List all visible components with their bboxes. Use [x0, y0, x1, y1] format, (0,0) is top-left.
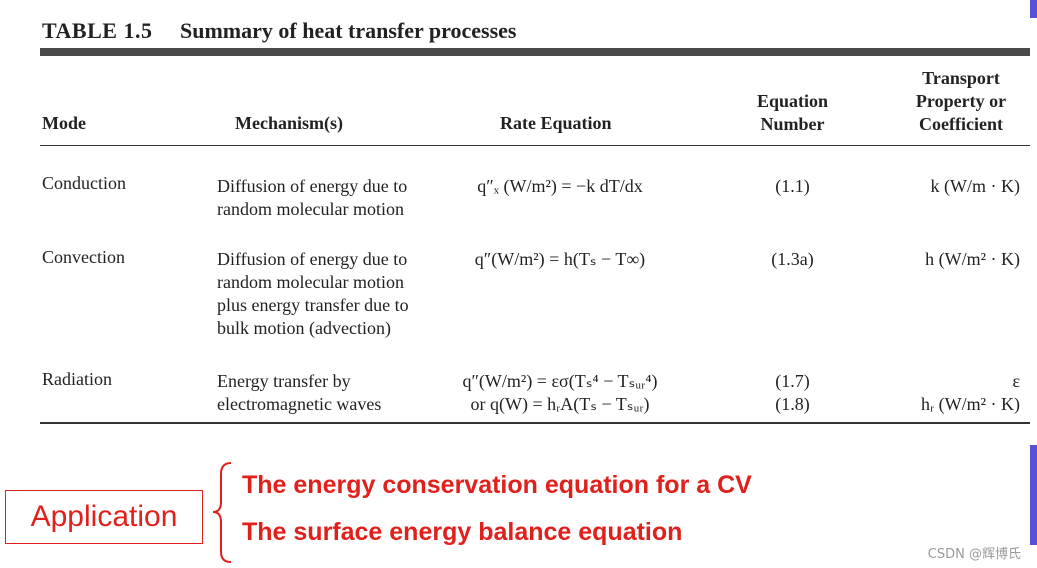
watermark: CSDN @辉博氏: [927, 547, 1021, 562]
application-item: The energy conservation equation for a C…: [242, 471, 752, 499]
top-rule: [40, 48, 1030, 56]
mechanism: Diffusion of energy due to random molecu…: [217, 249, 409, 338]
property: h (W/m² · K): [925, 249, 1020, 269]
edge-bar: [1030, 445, 1037, 545]
equation-number: (1.1): [775, 176, 810, 196]
rate-equation: q″(W/m²) = εσ(Tₛ⁴ − Tₛᵤᵣ⁴): [462, 371, 658, 391]
table-label: TABLE 1.5: [42, 18, 153, 43]
rate-equation: q″(W/m²) = h(Tₛ − T∞): [474, 249, 646, 269]
mode: Conduction: [42, 173, 126, 193]
column-header: Rate Equation: [500, 113, 612, 133]
application-item: The surface energy balance equation: [242, 518, 683, 546]
property: k (W/m · K): [930, 176, 1020, 196]
equation-number: (1.8): [775, 394, 810, 414]
edge-bar: [1030, 0, 1037, 18]
mode: Radiation: [42, 369, 112, 389]
column-header: Equation Number: [756, 91, 829, 134]
mechanism: Diffusion of energy due to random molecu…: [217, 176, 408, 219]
mechanism: Energy transfer by electromagnetic waves: [217, 371, 382, 414]
application-label: Application: [5, 490, 203, 544]
column-header: Mechanism(s): [235, 113, 343, 133]
equation-number: (1.7): [775, 371, 810, 391]
column-header: Mode: [42, 113, 86, 133]
bottom-rule: [40, 422, 1030, 424]
header-rule: [40, 145, 1030, 146]
column-header: Transport Property or Coefficient: [915, 68, 1007, 134]
property: hᵣ (W/m² · K): [921, 394, 1020, 414]
rate-equation: q″ₓ (W/m²) = −k dT/dx: [477, 176, 643, 196]
equation-number: (1.3a): [771, 249, 814, 269]
rate-equation: or q(W) = hᵣA(Tₛ − Tₛᵤᵣ): [470, 394, 650, 414]
brace: [212, 462, 232, 563]
property: ε: [1012, 371, 1020, 391]
mode: Convection: [42, 247, 125, 267]
table-title: Summary of heat transfer processes: [180, 18, 517, 43]
